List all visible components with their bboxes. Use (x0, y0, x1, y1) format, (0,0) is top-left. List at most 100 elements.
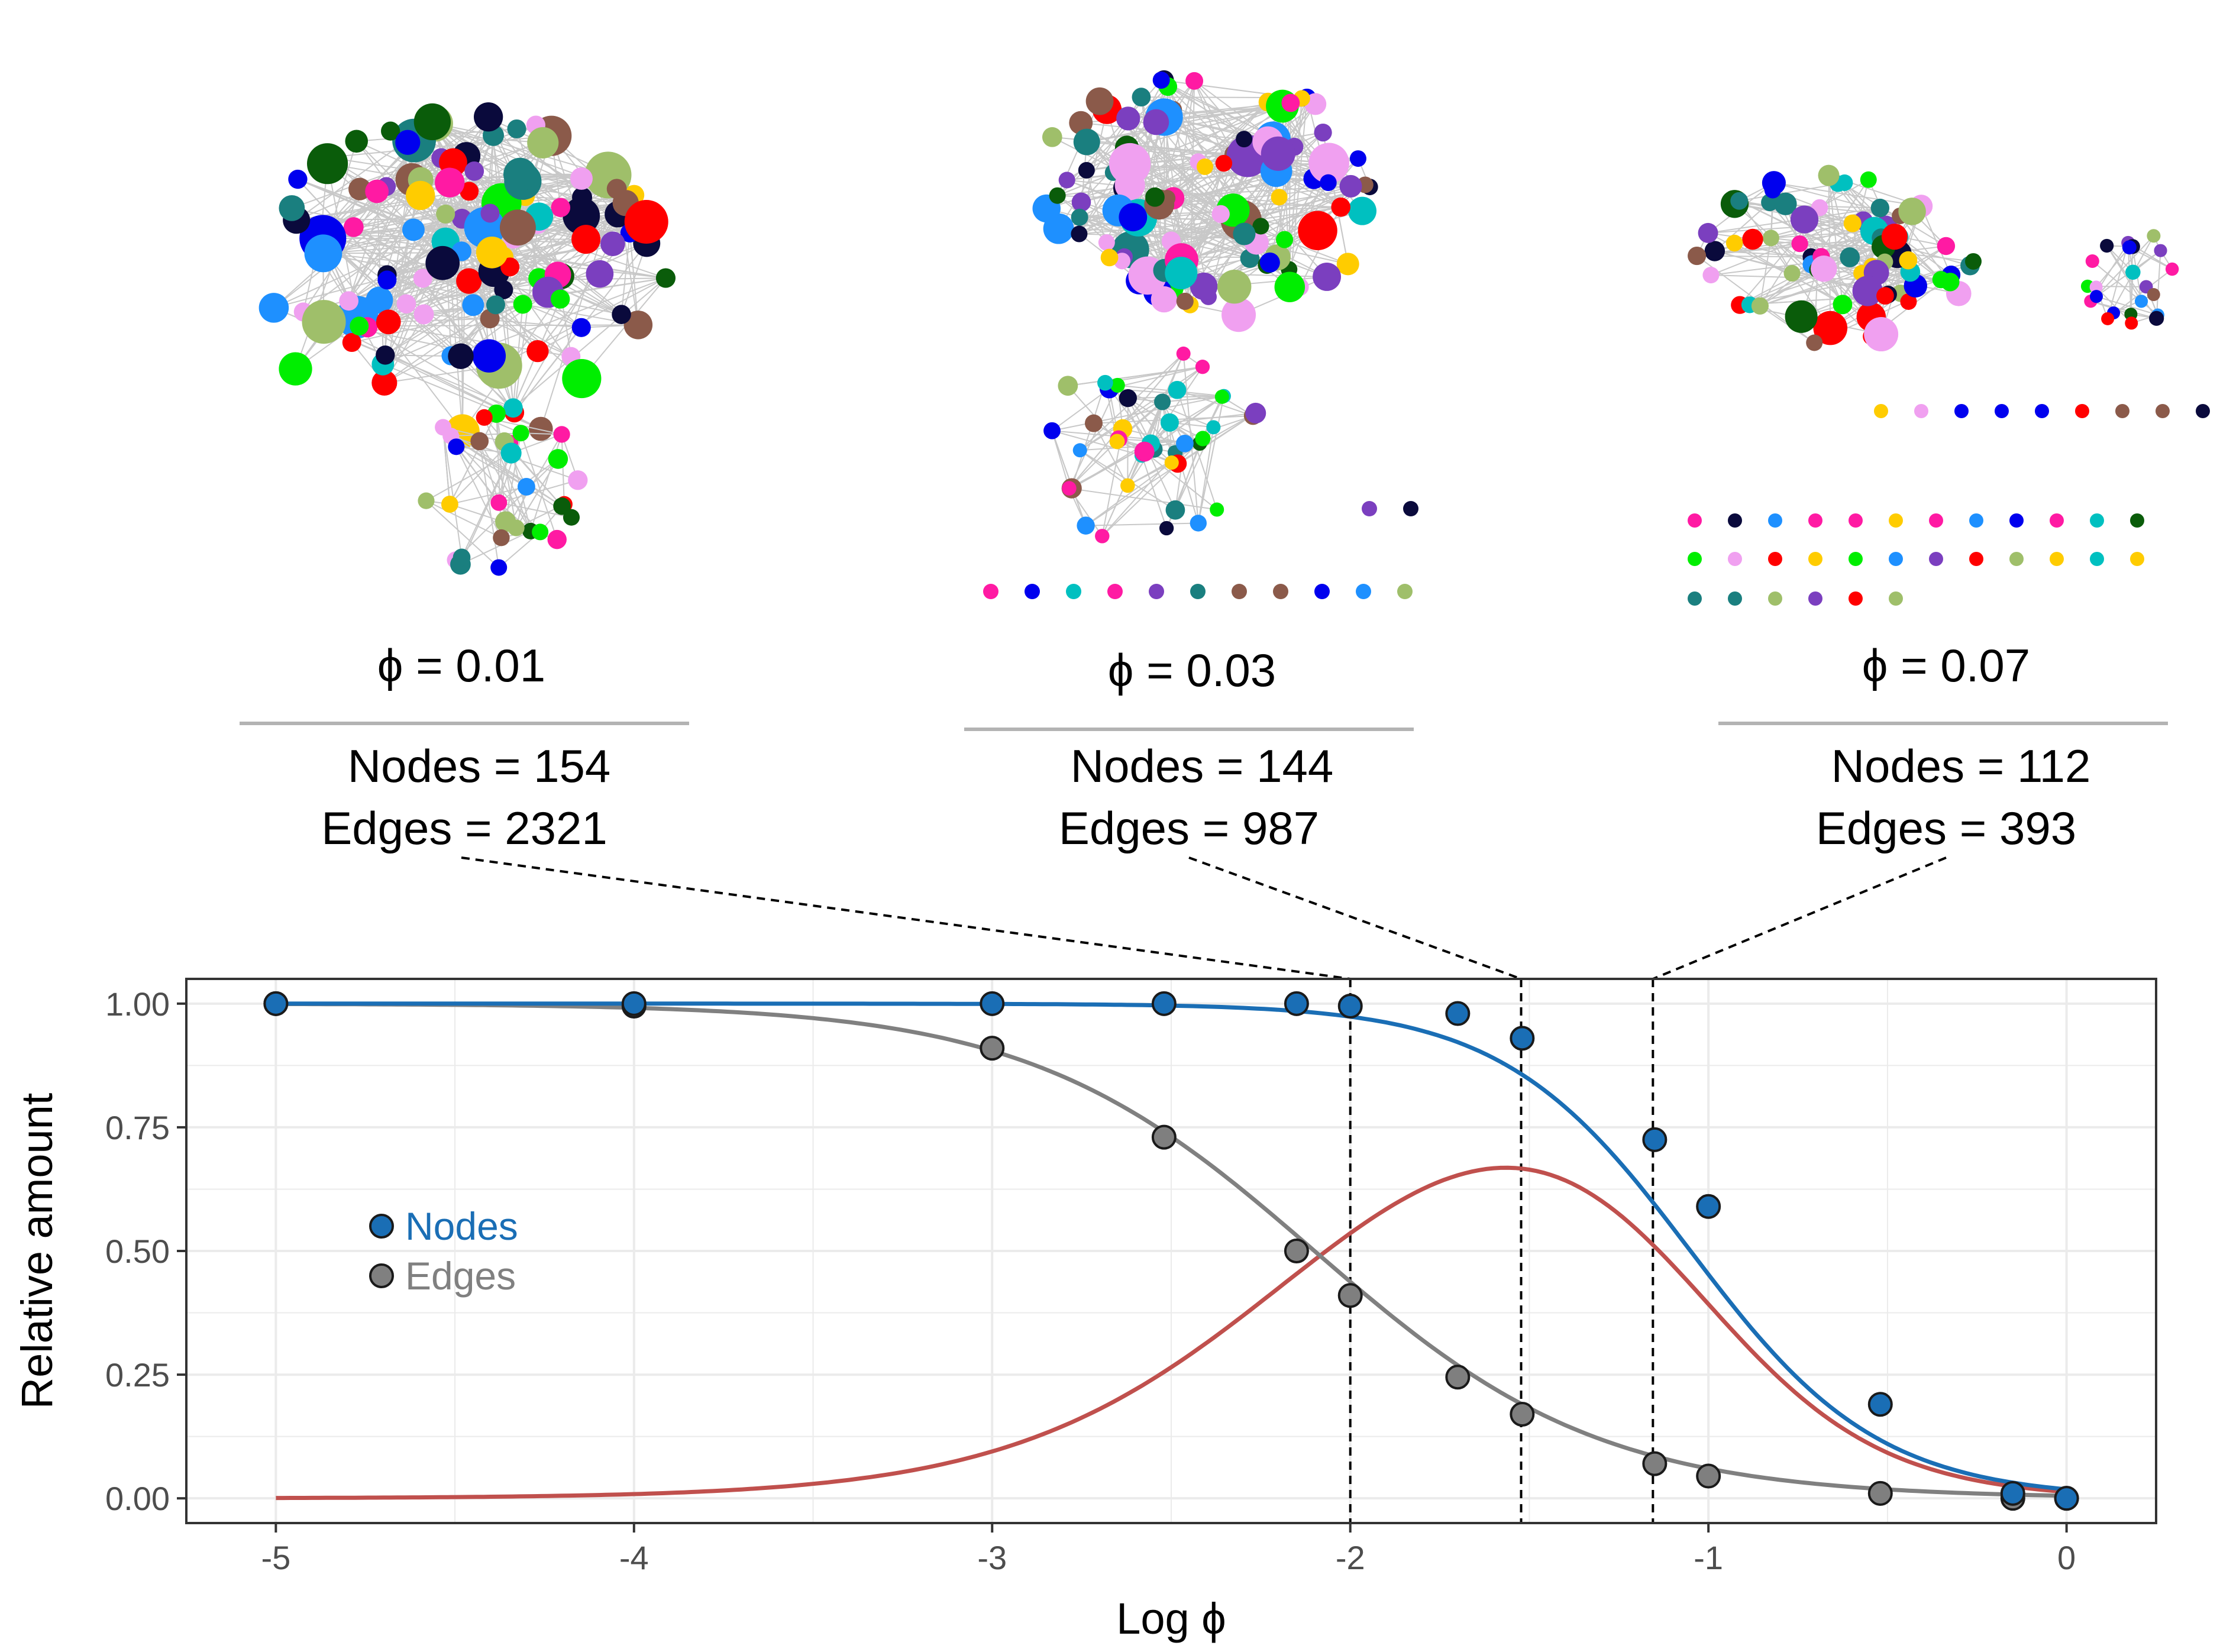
network-node (1764, 182, 1781, 199)
data-points (263, 991, 2079, 1511)
network-node (1281, 93, 1300, 112)
network-node (1145, 187, 1165, 207)
network-edge (386, 190, 470, 276)
network-edge (1760, 272, 1862, 307)
network-node (1964, 253, 1982, 270)
network-node (1808, 552, 1822, 566)
network-node (1397, 584, 1413, 599)
network-edge (2113, 294, 2154, 313)
network-edge (367, 326, 515, 413)
network-node (1185, 72, 1204, 90)
network-node (1165, 500, 1185, 520)
network-node (1688, 246, 1707, 266)
network-node (1151, 286, 1178, 313)
network-node (1728, 552, 1742, 566)
network-node (2130, 513, 2144, 528)
y-tick-label: 0.25 (105, 1356, 170, 1394)
edges-count-003: Edges = 987 (1059, 802, 1319, 854)
network-node (1843, 214, 1862, 232)
network-edge (424, 313, 581, 328)
nodes-count-003: Nodes = 144 (1071, 740, 1334, 792)
network-node (279, 195, 305, 221)
y-tick-label: 0.50 (105, 1233, 170, 1270)
network-node (600, 231, 625, 257)
network-node (1339, 174, 1362, 198)
difference-curve (276, 1165, 2067, 1501)
network-node (1261, 136, 1295, 171)
network-edge (1127, 353, 1184, 486)
network-node (1889, 513, 1903, 528)
x-tick-label: -3 (977, 1539, 1007, 1576)
network-node (2147, 288, 2160, 302)
network-edge (530, 434, 563, 532)
network-node (551, 198, 571, 218)
network-node (413, 269, 432, 288)
x-axis: -5 -4 -3 -2 -1 0 (261, 1523, 2076, 1576)
network-edge (1828, 175, 1831, 328)
network-edge (1067, 179, 1271, 263)
network-edge (1759, 243, 1801, 306)
network-edge (455, 446, 500, 503)
network-node (1190, 272, 1218, 300)
network-node (2154, 244, 2167, 257)
edges-point (1510, 1402, 1535, 1427)
network-node (470, 432, 489, 451)
network-edge (450, 435, 563, 507)
network-node (499, 209, 536, 246)
network-edge (1289, 98, 1308, 287)
network-node (377, 270, 397, 290)
network-node (1808, 513, 1822, 528)
network-node (1728, 591, 1742, 606)
network-node (553, 426, 570, 443)
network-edge (1708, 222, 1853, 234)
network-edge (1052, 430, 1142, 456)
network-node (1362, 501, 1377, 516)
network-edge (321, 173, 612, 234)
network-edge (1773, 182, 1922, 207)
network-node (1042, 127, 1062, 147)
network-node (1206, 420, 1221, 435)
network-node (1273, 584, 1288, 599)
network-node (586, 260, 614, 288)
network-node (258, 293, 289, 323)
network-edge (1166, 198, 1205, 287)
legend-nodes-marker (369, 1214, 394, 1239)
network-node (448, 343, 474, 369)
network-edge (1093, 423, 1129, 486)
network-node (473, 102, 503, 132)
network-edge (328, 135, 552, 159)
network-node (1742, 228, 1763, 250)
network-node (1165, 257, 1198, 290)
network-phi-003 (983, 70, 1418, 599)
network-node (1849, 552, 1863, 566)
network-node (2050, 552, 2064, 566)
network-node (2196, 404, 2210, 418)
network-edge (1181, 184, 1366, 274)
legend-edges-marker (369, 1263, 394, 1288)
network-node (1298, 211, 1337, 251)
network-node (1077, 516, 1095, 535)
network-node (526, 340, 549, 363)
network-node (503, 398, 523, 418)
edges-point (1151, 1124, 1177, 1150)
network-node (1702, 267, 1720, 284)
network-edge (1714, 202, 1770, 252)
network-edge (2107, 243, 2129, 319)
network-node (302, 300, 346, 344)
network-node (1164, 455, 1179, 470)
network-edge (303, 229, 414, 313)
network-edge (384, 304, 496, 384)
network-node (1356, 584, 1371, 599)
network-node (1688, 552, 1702, 566)
nodes-point (1284, 991, 1309, 1016)
network-node (490, 559, 508, 576)
nodes-point (621, 991, 647, 1016)
network-node (402, 218, 425, 241)
network-node (1066, 584, 1081, 599)
network-node (1403, 501, 1418, 516)
network-edge (356, 141, 505, 290)
network-node (1725, 234, 1743, 252)
network-edge (442, 427, 463, 558)
network-node (1143, 109, 1169, 135)
